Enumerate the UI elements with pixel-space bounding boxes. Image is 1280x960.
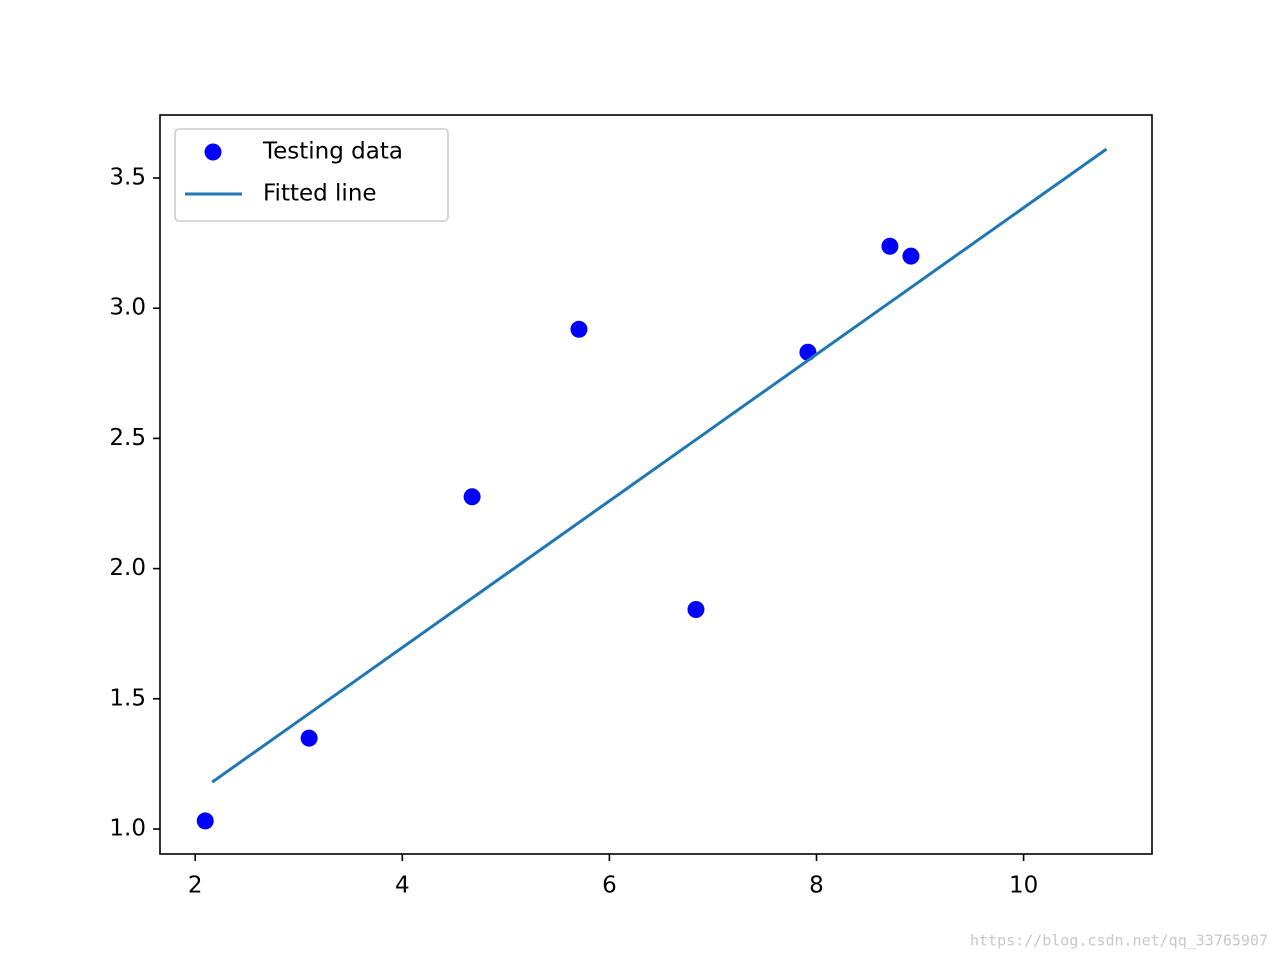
data-point [570,320,588,338]
legend-box [174,128,449,222]
watermark: https://blog.csdn.net/qq_33765907 [970,932,1268,950]
data-point [902,247,920,265]
y-tick-label: 1.0 [109,816,146,842]
legend-label: Testing data [262,139,403,165]
x-tick-label: 4 [395,873,410,899]
legend-marker [204,143,222,161]
y-tick-label: 2.0 [109,555,146,581]
data-point [196,812,214,830]
legend-label: Fitted line [263,181,377,207]
y-tick-label: 1.5 [109,685,146,711]
y-tick-label: 3.5 [109,165,146,191]
data-point [463,488,481,506]
data-point [799,343,817,361]
data-point [300,729,318,747]
x-tick-label: 10 [1009,873,1038,899]
y-tick-label: 3.0 [109,295,146,321]
y-tick-label: 2.5 [109,425,146,451]
data-point [687,600,705,618]
x-tick-label: 2 [188,873,203,899]
fitted-line [211,147,1108,784]
x-tick-label: 8 [809,873,824,899]
x-tick-label: 6 [602,873,617,899]
axes-frame [159,114,1153,855]
data-point [881,237,899,255]
